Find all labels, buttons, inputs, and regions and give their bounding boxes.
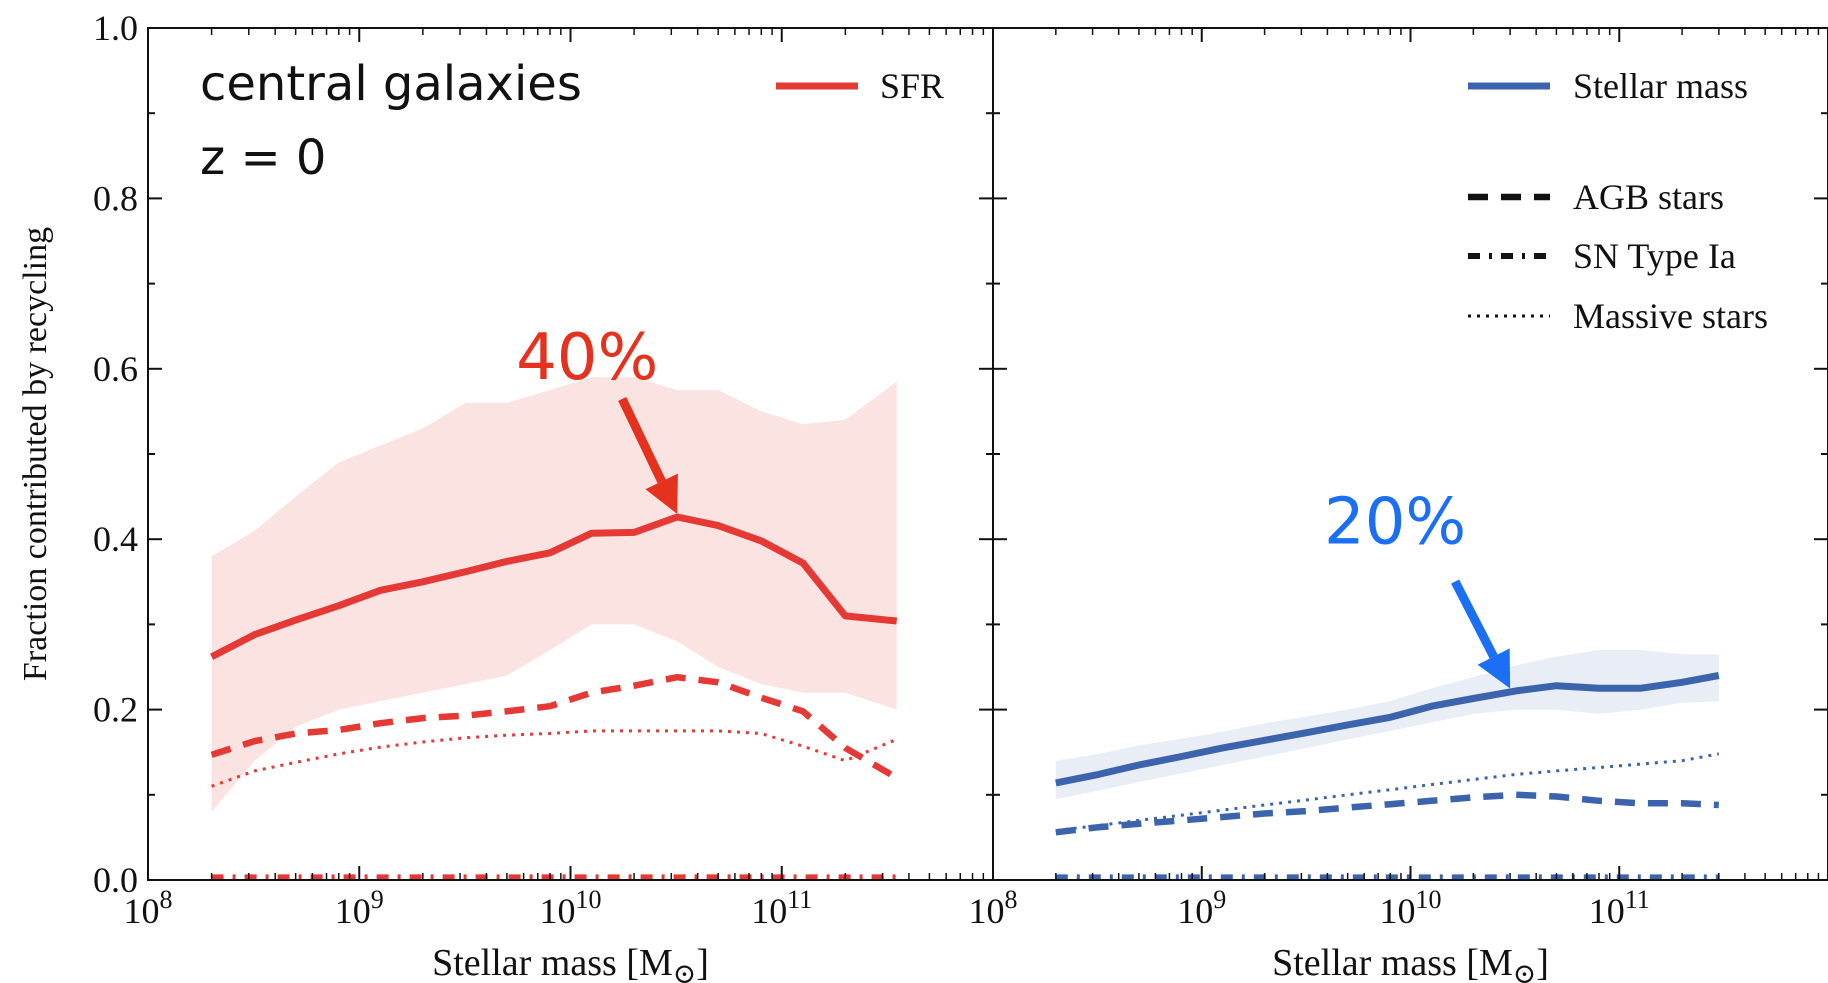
y-tick-label: 0.2 [93,690,138,730]
massive-stars-line [1055,752,1720,833]
annotation-arrowhead [1477,648,1511,689]
x-tick-label: 109 [1177,885,1226,931]
panel-title-line: central galaxies [200,56,582,112]
x-tick-label: 1011 [1589,885,1650,931]
y-tick-label: 0.8 [93,178,138,218]
dotted-line [211,729,898,788]
stellar-mass-line [1055,672,1720,787]
annotation-arrow-shaft [1451,579,1498,659]
right-panel: 108 109 1010 1011 Stellar mass [M⊙] Stellar m… [969,27,1828,983]
annotation-label: 40% [516,321,658,395]
legend-label: SN Type Ia [1573,236,1736,276]
y-tick-label: 0.4 [93,519,138,559]
x-tick-label: 1010 [1380,885,1442,931]
annotation-arrow-shaft [618,396,666,484]
legend-label: AGB stars [1573,177,1724,217]
y-axis-title: Fraction contributed by recycling [17,227,54,681]
dashed-line [210,673,899,781]
annotation-label: 20% [1324,486,1466,560]
y-tick-label: 0.0 [93,860,138,900]
x-tick-label: 108 [969,885,1018,931]
left-panel: 108 109 1010 1011 0.0 0.2 0.4 0.6 0.8 1.0 Stellar … [17,8,994,983]
y-tick-label: 1.0 [93,8,138,48]
x-axis-title: Stellar mass [M⊙] [432,942,709,983]
legend-label: Stellar mass [1573,66,1748,106]
annotation-arrowhead [645,473,678,514]
panel-title-line: z = 0 [200,130,326,186]
x-tick-label: 108 [124,885,173,931]
legend-label: Massive stars [1573,296,1768,336]
legend-sfr-label: SFR [880,66,944,106]
x-tick-label: 1011 [751,885,812,931]
sfr-line [209,513,898,660]
x-axis-title: Stellar mass [M⊙] [1272,942,1549,983]
x-tick-label: 1010 [540,885,602,931]
y-tick-label: 0.6 [93,349,138,389]
scatter-band [211,377,897,812]
x-tick-label: 109 [335,885,384,931]
agb-stars-line [1055,791,1719,836]
scatter-band [1055,650,1719,800]
